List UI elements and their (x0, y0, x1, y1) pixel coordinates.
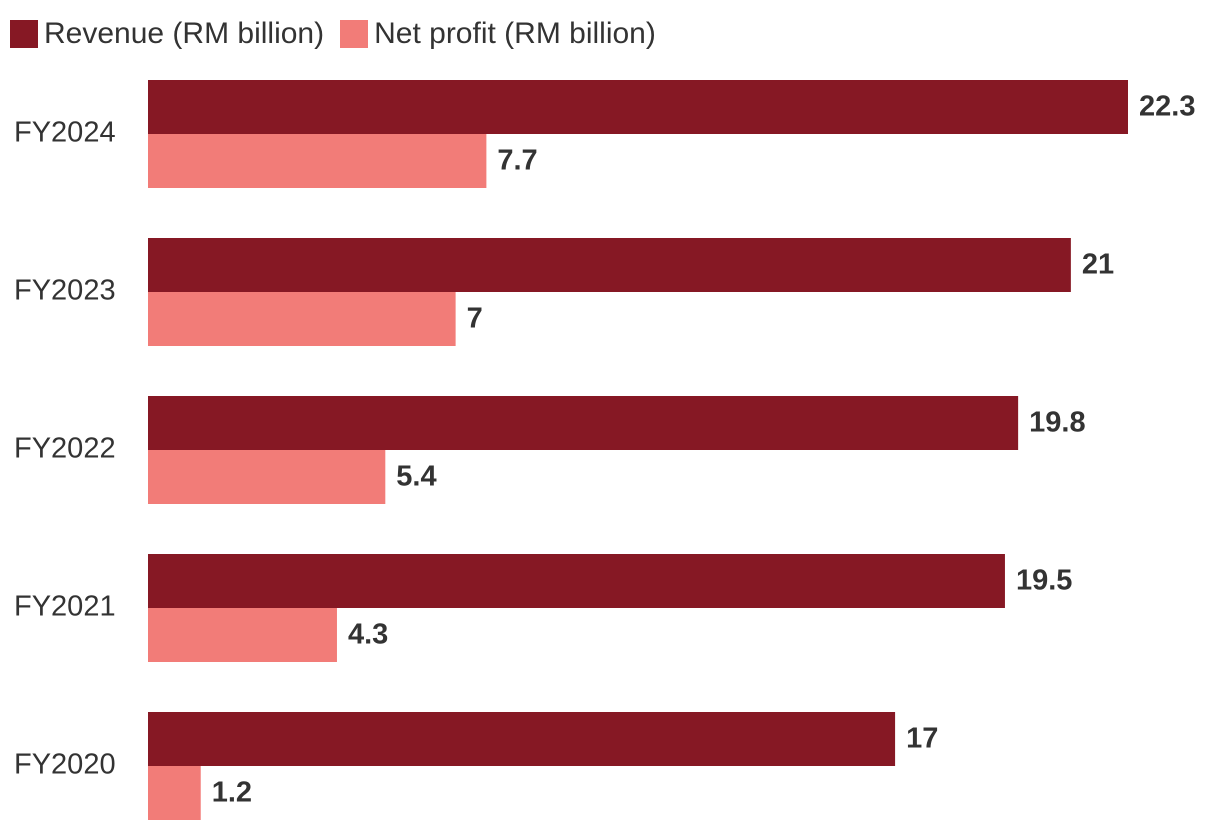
value-label-net-profit-fy2020: 1.2 (212, 777, 252, 809)
bar-net-profit-fy2023 (148, 292, 456, 346)
category-label-fy2021: FY2021 (14, 591, 116, 623)
category-label-fy2020: FY2020 (14, 749, 116, 781)
legend-swatch-revenue (10, 20, 38, 48)
value-label-net-profit-fy2022: 5.4 (396, 461, 436, 493)
category-label-fy2023: FY2023 (14, 275, 116, 307)
category-label-fy2022: FY2022 (14, 433, 116, 465)
chart-legend: Revenue (RM billion) Net profit (RM bill… (10, 14, 672, 54)
value-label-revenue-fy2022: 19.8 (1029, 407, 1085, 439)
legend-label-net-profit: Net profit (RM billion) (374, 17, 656, 50)
value-label-net-profit-fy2023: 7 (467, 303, 483, 335)
value-label-revenue-fy2024: 22.3 (1139, 91, 1195, 123)
bar-net-profit-fy2021 (148, 608, 337, 662)
bar-revenue-fy2022 (148, 396, 1019, 450)
legend-item-revenue: Revenue (RM billion) (10, 17, 324, 51)
bar-net-profit-fy2022 (148, 450, 386, 504)
value-label-revenue-fy2023: 21 (1082, 249, 1114, 281)
value-label-net-profit-fy2021: 4.3 (348, 619, 388, 651)
bar-net-profit-fy2024 (148, 134, 487, 188)
bar-revenue-fy2020 (148, 712, 896, 766)
bar-revenue-fy2021 (148, 554, 1005, 608)
value-label-net-profit-fy2024: 7.7 (497, 145, 537, 177)
legend-swatch-net-profit (340, 20, 369, 48)
legend-label-revenue: Revenue (RM billion) (44, 17, 325, 50)
value-label-revenue-fy2020: 17 (906, 723, 938, 755)
legend-item-net-profit: Net profit (RM billion) (340, 17, 656, 51)
category-label-fy2024: FY2024 (14, 117, 116, 149)
bar-revenue-fy2023 (148, 238, 1071, 292)
value-label-revenue-fy2021: 19.5 (1016, 565, 1072, 597)
bar-net-profit-fy2020 (148, 766, 201, 820)
bar-revenue-fy2024 (148, 80, 1128, 134)
